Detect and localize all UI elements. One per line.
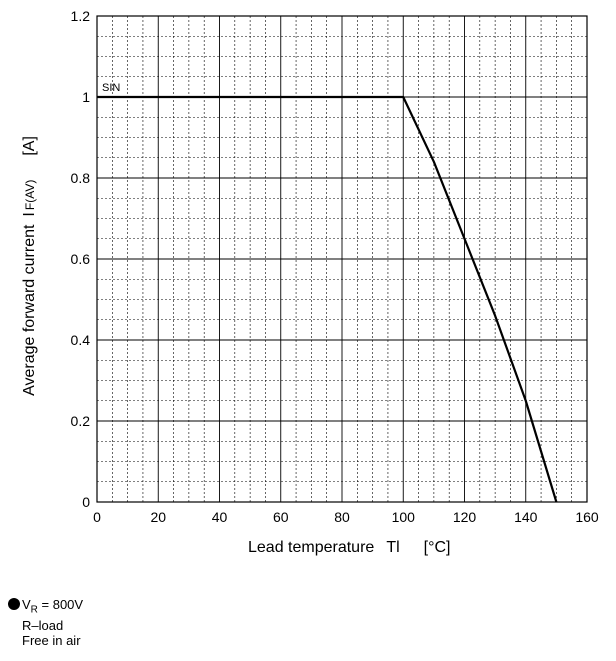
conditions-notes: VR = 800V R–load Free in air <box>8 597 83 648</box>
x-tick-labels: 0 20 40 60 80 100 120 140 160 <box>93 509 599 525</box>
x-tick-label: 120 <box>453 509 477 525</box>
series-line-sin <box>97 95 558 503</box>
x-tick-label: 40 <box>212 509 228 525</box>
x-tick-label: 100 <box>392 509 416 525</box>
note-load: R–load <box>22 617 64 633</box>
bullet-icon <box>8 598 20 610</box>
x-tick-label: 160 <box>575 509 599 525</box>
x-tick-label: 20 <box>150 509 166 525</box>
note-vr: VR = 800V <box>8 597 83 618</box>
y-tick-labels: 0 0.2 0.4 0.6 0.8 1 1.2 <box>71 8 91 510</box>
y-tick-label: 0.2 <box>71 413 91 429</box>
y-axis-title: Average forward currentIF(AV)[A] <box>21 136 38 396</box>
y-tick-label: 0.4 <box>71 332 91 348</box>
x-tick-label: 140 <box>514 509 538 525</box>
x-tick-label: 80 <box>334 509 350 525</box>
plot-frame <box>96 15 588 503</box>
x-tick-label: 0 <box>93 509 101 525</box>
x-axis-title: Lead temperature Tl [°C] <box>248 539 450 556</box>
derating-chart: 0 20 40 60 80 100 120 140 160 00.20.40.60.811.2 … <box>21 8 599 556</box>
y-tick-label: 0.8 <box>71 170 91 186</box>
series-layer: SIN <box>97 82 558 503</box>
series-label: SIN <box>102 82 120 94</box>
major-grid <box>97 16 587 502</box>
note-ambient: Free in air <box>22 632 81 648</box>
y-tick-label: 0.6 <box>71 251 91 267</box>
y-tick-label: 0 <box>82 494 90 510</box>
x-tick-label: 60 <box>273 509 289 525</box>
y-tick-label: 1 <box>82 89 90 105</box>
y-tick-label: 1.2 <box>71 8 91 24</box>
